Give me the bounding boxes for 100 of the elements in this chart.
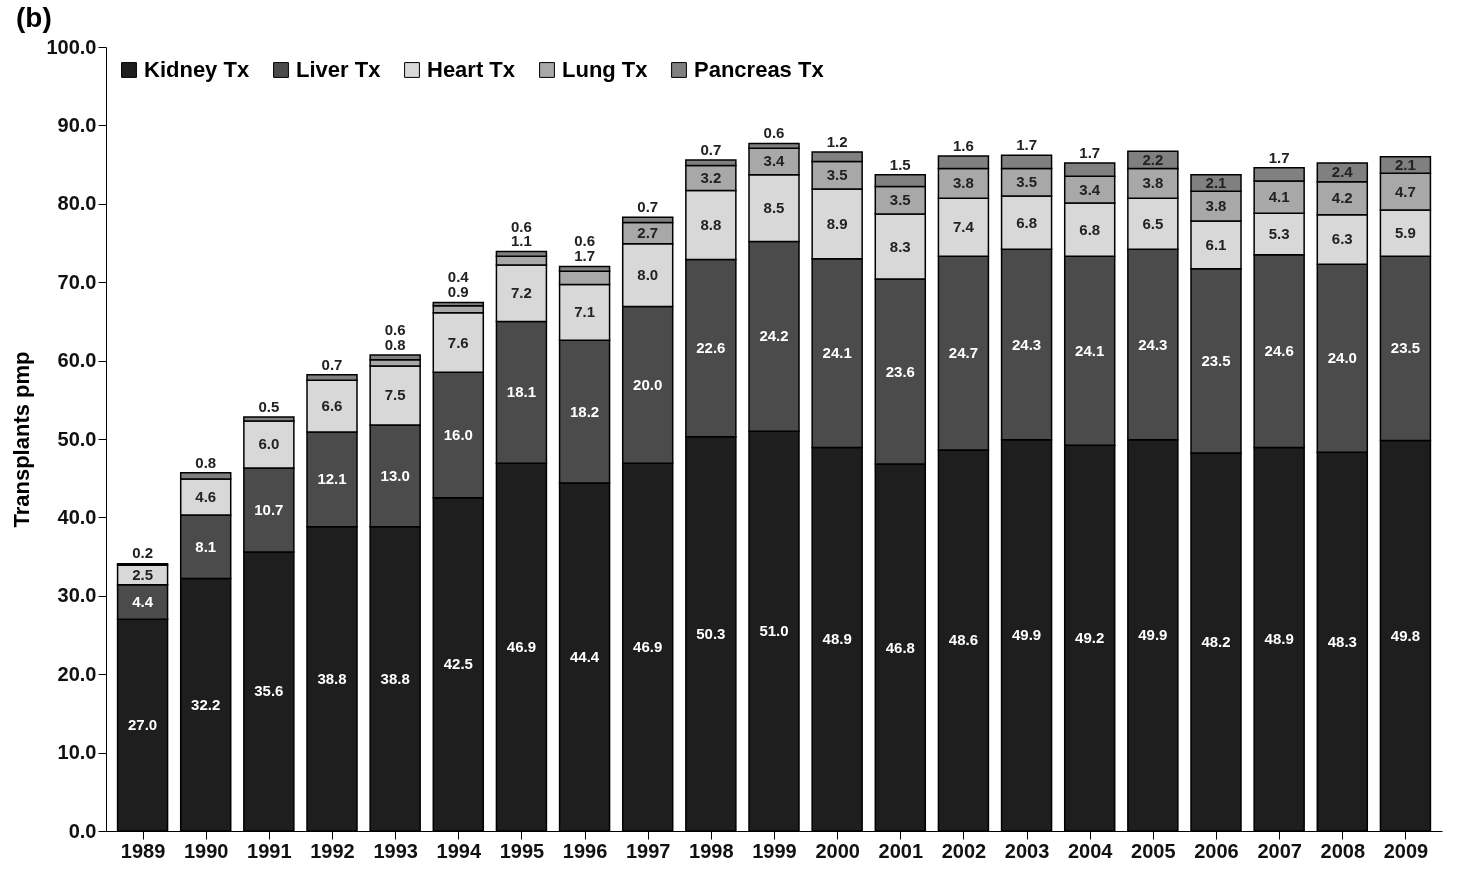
x-tick-label: 2006 xyxy=(1194,839,1239,862)
data-label: 12.1 xyxy=(317,470,347,488)
data-label: 46.9 xyxy=(633,638,663,656)
data-label: 48.2 xyxy=(1201,633,1231,651)
data-label: 1.1 xyxy=(511,232,532,250)
data-label: 24.7 xyxy=(948,344,979,362)
x-tick-label: 2008 xyxy=(1320,839,1366,862)
data-label: 23.5 xyxy=(1390,339,1421,357)
data-label: 6.5 xyxy=(1142,214,1164,232)
data-label: 1.2 xyxy=(826,132,848,150)
data-label: 22.6 xyxy=(696,339,726,357)
x-tick-label: 1994 xyxy=(436,839,482,862)
y-tick-label: 80.0 xyxy=(57,192,97,215)
data-label: 4.4 xyxy=(132,593,154,611)
data-label: 24.1 xyxy=(822,344,852,362)
data-label: 2.4 xyxy=(1331,163,1354,181)
data-label: 6.0 xyxy=(258,435,280,453)
data-label: 8.1 xyxy=(195,537,217,555)
x-tick-label: 1992 xyxy=(310,839,355,862)
data-label: 3.4 xyxy=(1079,180,1101,198)
y-tick-label: 100.0 xyxy=(46,35,97,58)
data-label: 49.9 xyxy=(1138,626,1168,644)
data-label: 1.7 xyxy=(1268,148,1290,166)
data-label: 49.2 xyxy=(1075,629,1105,647)
data-label: 0.6 xyxy=(511,217,532,235)
y-tick-label: 40.0 xyxy=(57,505,97,528)
y-tick-label: 70.0 xyxy=(57,270,97,293)
legend-label: Pancreas Tx xyxy=(694,57,825,82)
y-tick-label: 50.0 xyxy=(57,427,97,450)
data-label: 0.4 xyxy=(447,268,470,286)
x-tick-label: 1999 xyxy=(752,839,797,862)
legend-label: Heart Tx xyxy=(427,57,516,82)
chart-title: (b) xyxy=(16,2,52,33)
data-label: 4.2 xyxy=(1331,189,1353,207)
data-label: 1.7 xyxy=(1016,136,1037,153)
y-tick-label: 90.0 xyxy=(57,113,97,136)
data-label: 8.3 xyxy=(889,237,911,255)
data-label: 2.7 xyxy=(637,224,659,242)
data-label: 44.4 xyxy=(569,647,600,665)
data-label: 3.8 xyxy=(1142,174,1164,192)
legend-label: Liver Tx xyxy=(296,57,382,82)
data-label: 24.3 xyxy=(1138,335,1168,353)
data-label: 7.5 xyxy=(384,386,406,404)
data-label: 0.6 xyxy=(763,124,785,142)
data-label: 20.0 xyxy=(633,375,663,393)
x-tick-label: 1997 xyxy=(625,839,671,862)
y-tick-label: 60.0 xyxy=(57,349,97,372)
data-label: 0.2 xyxy=(132,544,153,562)
data-label: 50.3 xyxy=(696,624,726,642)
data-label: 5.9 xyxy=(1395,224,1416,242)
x-tick-label: 2000 xyxy=(815,839,860,862)
x-tick-label: 1991 xyxy=(247,839,292,862)
data-label: 48.6 xyxy=(948,631,979,649)
data-label: 1.5 xyxy=(889,155,911,173)
data-label: 8.8 xyxy=(700,215,722,233)
x-tick-label: 1993 xyxy=(373,839,418,862)
data-label: 0.8 xyxy=(195,453,217,471)
data-label: 3.5 xyxy=(1016,173,1037,191)
data-label: 4.6 xyxy=(195,488,217,506)
data-label: 38.8 xyxy=(317,669,347,687)
data-label: 7.4 xyxy=(953,218,975,236)
data-label: 32.2 xyxy=(191,695,221,713)
data-label: 0.5 xyxy=(258,397,280,415)
data-label: 7.1 xyxy=(574,303,595,321)
legend-label: Lung Tx xyxy=(562,57,649,82)
data-label: 38.8 xyxy=(380,669,410,687)
data-label: 51.0 xyxy=(759,622,789,640)
data-label: 24.3 xyxy=(1011,335,1042,353)
x-tick-label: 2001 xyxy=(878,839,924,862)
x-tick-label: 1996 xyxy=(562,839,608,862)
data-label: 8.5 xyxy=(763,199,785,217)
x-tick-label: 1990 xyxy=(183,839,229,862)
data-label: 23.6 xyxy=(885,362,915,380)
data-label: 24.0 xyxy=(1327,349,1357,367)
data-label: 2.1 xyxy=(1395,155,1416,173)
data-label: 0.6 xyxy=(574,232,595,250)
data-label: 3.2 xyxy=(700,168,722,186)
y-tick-label: 10.0 xyxy=(57,741,97,764)
data-label: 7.2 xyxy=(511,284,532,302)
x-tick-label: 1998 xyxy=(689,839,734,862)
data-label: 4.1 xyxy=(1268,188,1290,206)
x-tick-label: 1989 xyxy=(120,839,166,862)
data-label: 5.3 xyxy=(1268,224,1290,242)
y-tick-label: 20.0 xyxy=(57,662,97,685)
x-tick-label: 2002 xyxy=(941,839,987,862)
data-label: 6.1 xyxy=(1205,235,1227,253)
data-label: 0.9 xyxy=(447,283,469,301)
x-tick-label: 2009 xyxy=(1383,839,1429,862)
y-tick-label: 30.0 xyxy=(57,584,97,607)
data-label: 8.9 xyxy=(826,214,848,232)
data-label: 6.3 xyxy=(1331,230,1353,248)
data-label: 46.9 xyxy=(506,638,537,656)
data-label: 6.6 xyxy=(321,397,343,415)
data-label: 13.0 xyxy=(380,466,410,484)
data-label: 18.1 xyxy=(506,383,537,401)
data-label: 3.8 xyxy=(1205,197,1227,215)
data-label: 0.7 xyxy=(700,140,722,158)
data-label: 3.5 xyxy=(889,191,911,209)
data-label: 8.0 xyxy=(637,266,659,284)
data-label: 0.7 xyxy=(637,197,659,215)
